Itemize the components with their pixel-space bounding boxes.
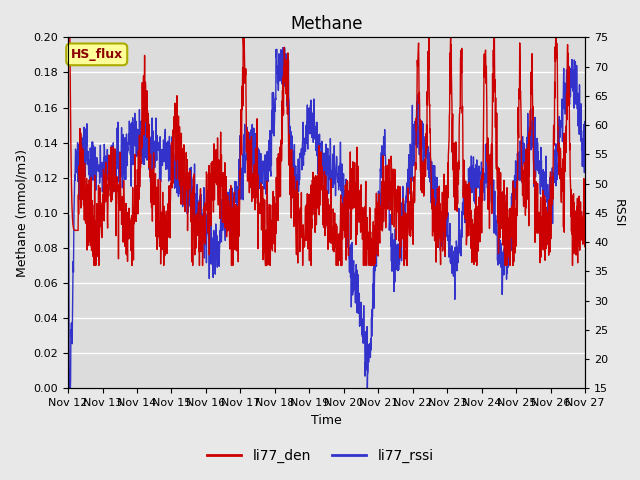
Y-axis label: RSSI: RSSI [612,199,625,227]
Text: HS_flux: HS_flux [70,48,123,61]
Legend: li77_den, li77_rssi: li77_den, li77_rssi [201,443,439,468]
X-axis label: Time: Time [311,414,342,427]
Y-axis label: Methane (mmol/m3): Methane (mmol/m3) [15,149,28,277]
Title: Methane: Methane [291,15,363,33]
